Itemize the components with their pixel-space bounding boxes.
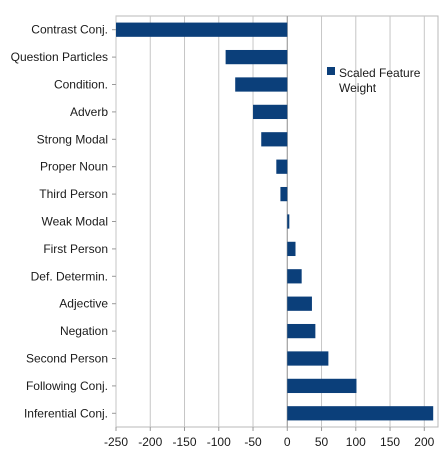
bar	[287, 406, 434, 421]
x-tick-labels: -250 -200 -150 -100 -50 0 50 100 150 200	[104, 435, 435, 449]
x-tick-label: 150	[380, 435, 400, 449]
x-tick-label: 200	[414, 435, 434, 449]
category-label: Weak Modal	[42, 215, 108, 229]
bar	[287, 296, 312, 311]
x-tick-label: -250	[104, 435, 128, 449]
category-label: Adjective	[59, 297, 108, 311]
category-label: Proper Noun	[40, 160, 108, 174]
category-label: Question Particles	[11, 50, 108, 64]
bar	[280, 186, 288, 202]
category-label: Negation	[60, 324, 108, 338]
bar	[287, 351, 329, 366]
category-label: Def. Determin.	[31, 269, 108, 283]
bar	[287, 214, 290, 229]
legend-swatch	[327, 67, 335, 75]
bar	[225, 49, 288, 65]
bar	[235, 77, 288, 92]
category-label: Strong Modal	[37, 132, 108, 146]
bar	[287, 378, 357, 394]
bar	[253, 104, 288, 120]
bar	[116, 22, 288, 37]
x-tick-label: 50	[315, 435, 329, 449]
bar	[287, 323, 316, 339]
category-label: Third Person	[39, 187, 108, 201]
x-tick-label: -50	[244, 435, 262, 449]
x-tick-label: -100	[207, 435, 231, 449]
legend-label-line2: Weight	[339, 81, 377, 95]
bar	[276, 159, 288, 174]
x-tick-label: 0	[284, 435, 291, 449]
legend-label-line1: Scaled Feature	[339, 66, 421, 80]
category-label: Inferential Conj.	[24, 406, 108, 420]
category-label: Contrast Conj.	[31, 23, 108, 37]
category-labels: Contrast Conj. Question Particles Conditio…	[11, 23, 109, 421]
x-tick-label: 100	[346, 435, 366, 449]
category-label: Condition.	[54, 78, 108, 92]
category-label: Second Person	[26, 352, 108, 366]
category-label: Following Conj.	[26, 379, 108, 393]
x-tick-label: -200	[138, 435, 162, 449]
category-label: First Person	[43, 242, 108, 256]
legend: Scaled Feature Weight	[327, 66, 421, 95]
bar	[261, 132, 288, 147]
bar	[287, 241, 296, 257]
x-tick-label: -150	[172, 435, 196, 449]
category-label: Adverb	[70, 105, 108, 119]
bars	[112, 22, 434, 421]
bar	[287, 269, 302, 284]
